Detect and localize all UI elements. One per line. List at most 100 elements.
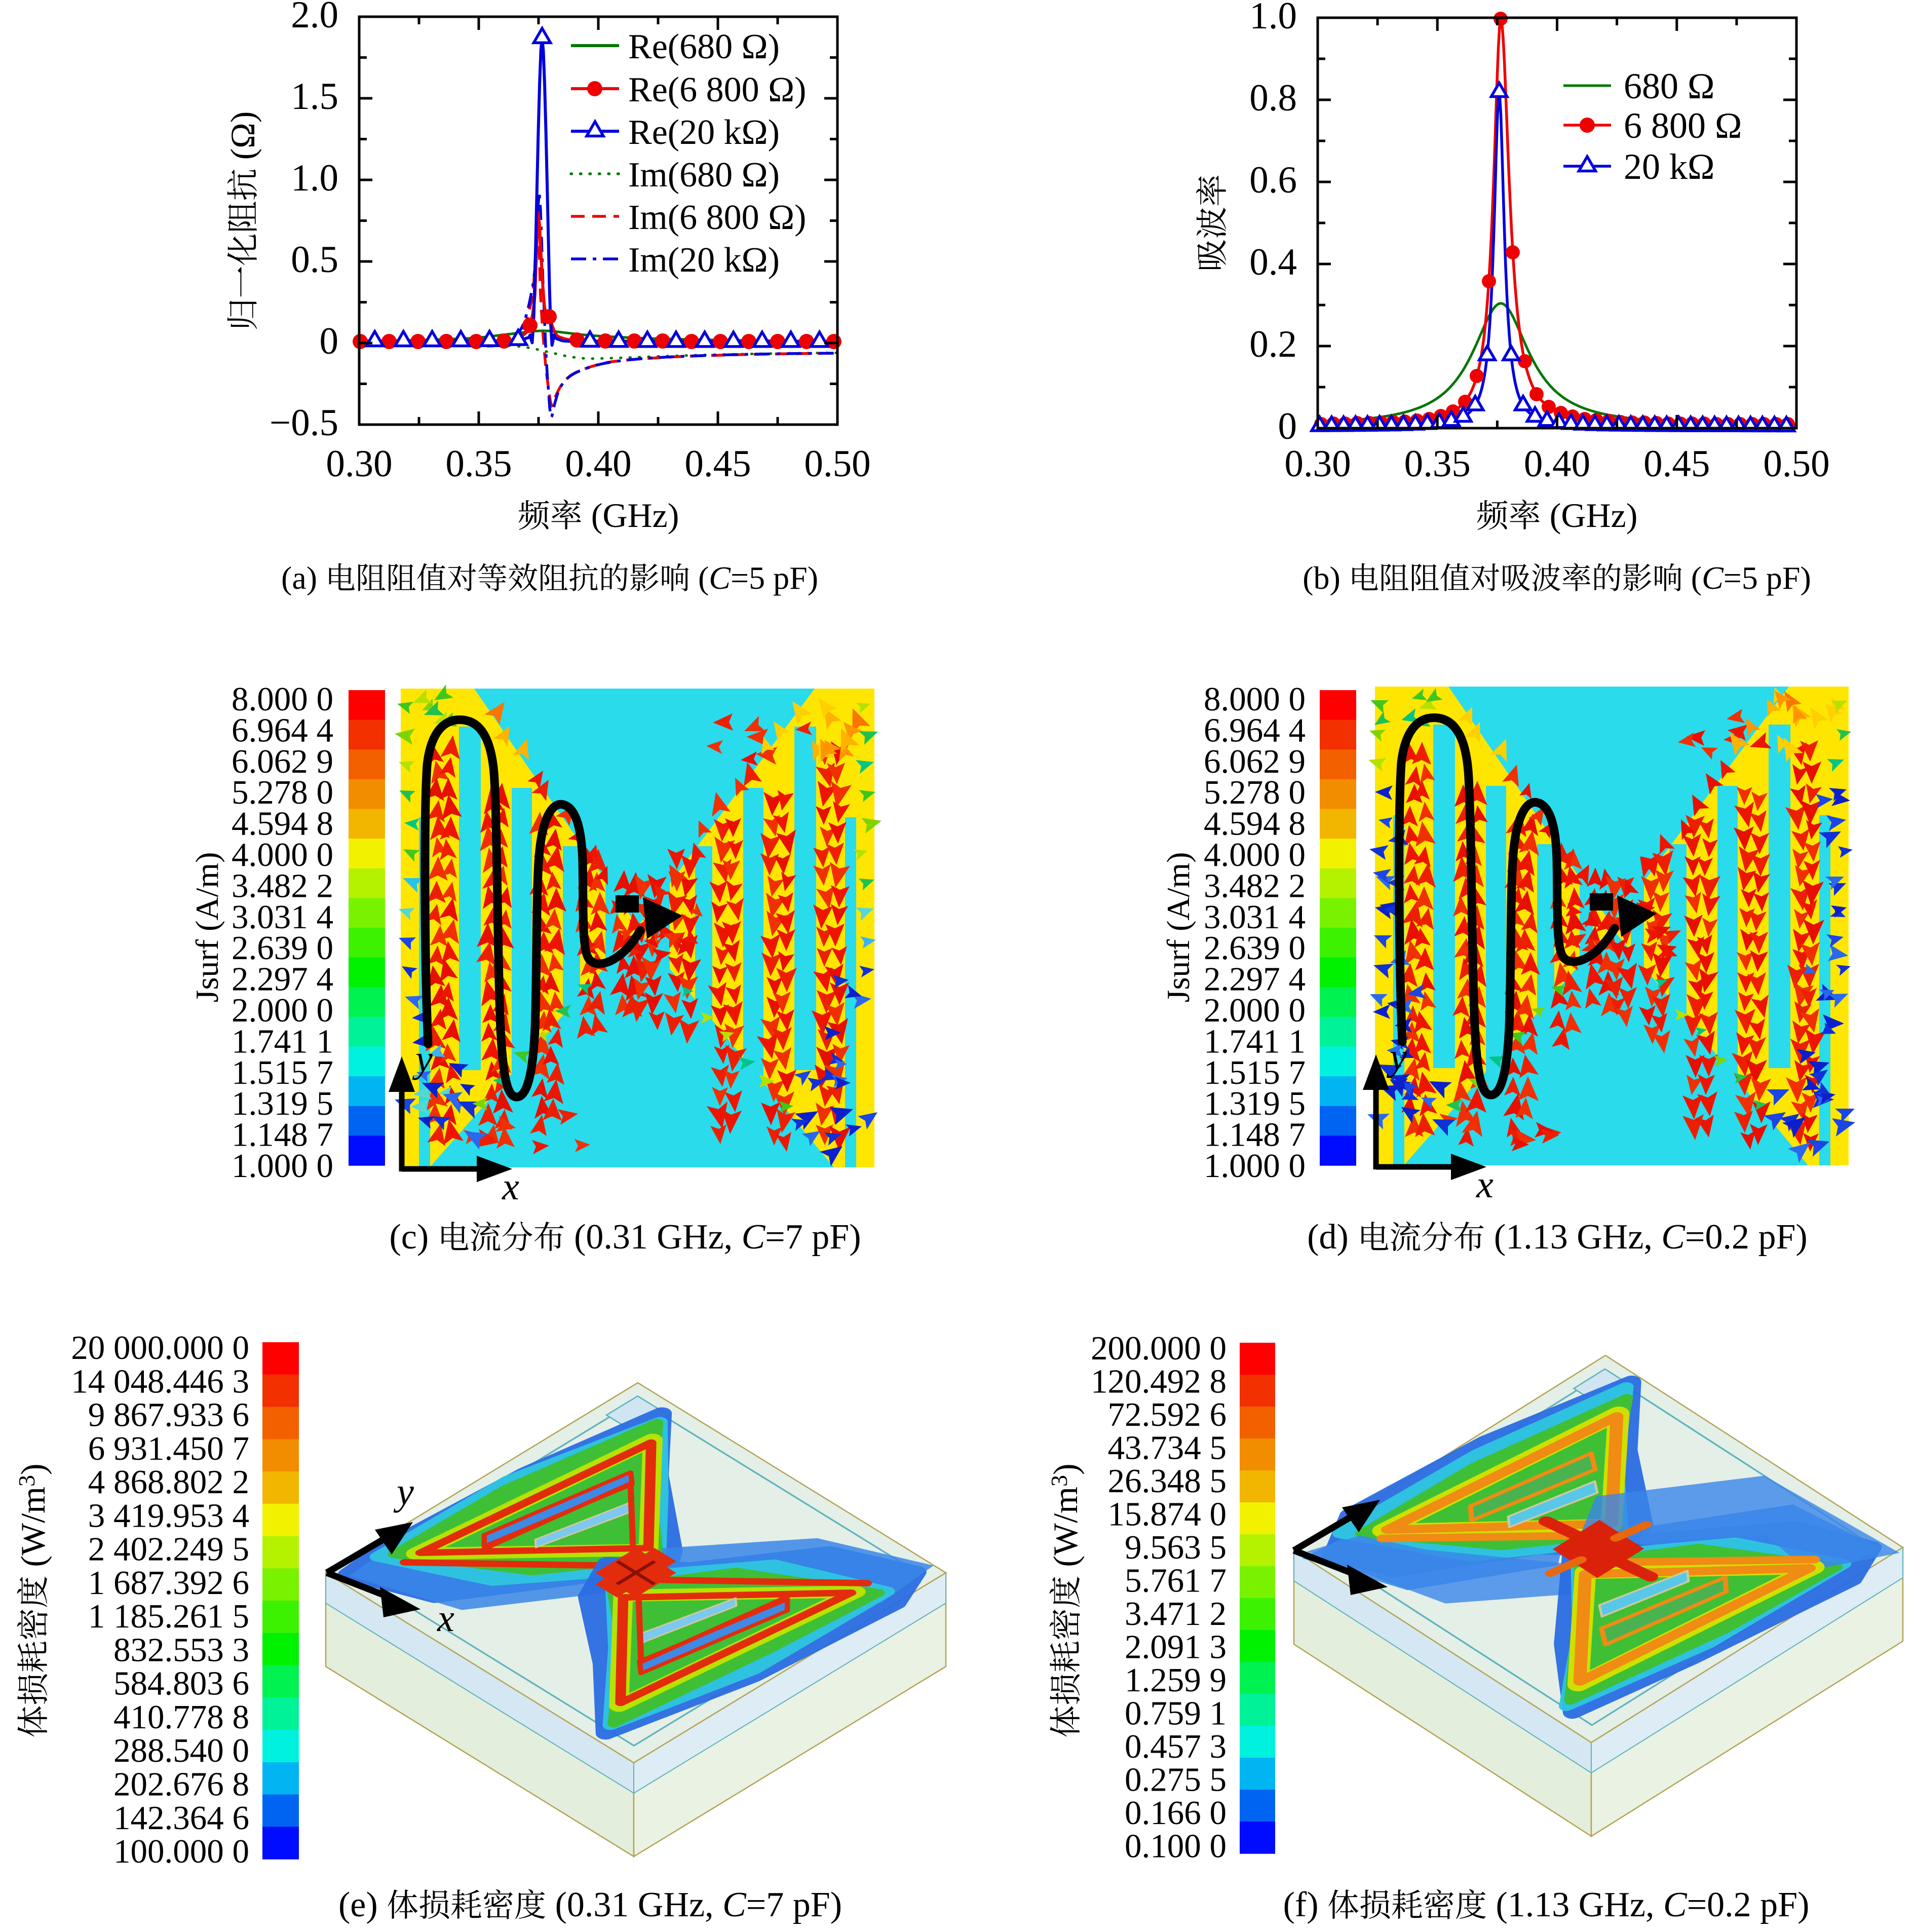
svg-text:6.964 4: 6.964 4 xyxy=(232,711,333,749)
svg-text:584.803 6: 584.803 6 xyxy=(113,1665,249,1702)
svg-text:=7 pF): =7 pF) xyxy=(746,1885,842,1924)
svg-text:Re(680 Ω): Re(680 Ω) xyxy=(628,27,780,66)
svg-text:0.35: 0.35 xyxy=(1404,443,1471,485)
svg-text:(W/m: (W/m xyxy=(1046,1487,1085,1576)
svg-text:2.639 0: 2.639 0 xyxy=(232,929,333,967)
svg-text:8.000 0: 8.000 0 xyxy=(232,680,333,718)
svg-text:(: ( xyxy=(1683,560,1702,596)
svg-text:6.062 9: 6.062 9 xyxy=(1204,743,1306,780)
svg-text:0.2: 0.2 xyxy=(1249,323,1297,365)
svg-text:120.492 8: 120.492 8 xyxy=(1091,1363,1227,1400)
svg-text:0: 0 xyxy=(320,320,339,362)
svg-text:Im(20 kΩ): Im(20 kΩ) xyxy=(628,241,780,280)
svg-text:−0.5: −0.5 xyxy=(270,402,338,444)
svg-text:3.482 2: 3.482 2 xyxy=(232,867,333,904)
svg-text:Re(20 kΩ): Re(20 kΩ) xyxy=(628,113,780,152)
svg-text:1 687.392 6: 1 687.392 6 xyxy=(88,1564,249,1602)
svg-text:(1.13 GHz,: (1.13 GHz, xyxy=(1485,1218,1661,1257)
svg-text:0.35: 0.35 xyxy=(445,443,512,485)
svg-text:3 419.953 4: 3 419.953 4 xyxy=(88,1497,249,1534)
svg-text:2.297 4: 2.297 4 xyxy=(232,961,333,998)
svg-text:(0.31 GHz,: (0.31 GHz, xyxy=(546,1885,722,1924)
svg-text:1.319 5: 1.319 5 xyxy=(232,1085,333,1122)
svg-text:3.471 2: 3.471 2 xyxy=(1125,1595,1227,1633)
svg-text:0: 0 xyxy=(1278,405,1297,447)
svg-text:(GHz): (GHz) xyxy=(1541,496,1638,535)
svg-text:15.874 0: 15.874 0 xyxy=(1108,1496,1227,1533)
svg-text:Re(6 800 Ω): Re(6 800 Ω) xyxy=(628,70,806,109)
svg-text:C: C xyxy=(709,560,731,596)
svg-text:C: C xyxy=(1661,1218,1686,1257)
svg-text:y: y xyxy=(1386,1036,1407,1078)
svg-text:0.45: 0.45 xyxy=(1643,443,1710,485)
svg-text:(W/m: (W/m xyxy=(14,1487,52,1576)
svg-text:832.553 3: 832.553 3 xyxy=(113,1631,249,1669)
svg-text:x: x xyxy=(437,1597,454,1640)
svg-text:6 931.450 7: 6 931.450 7 xyxy=(88,1430,249,1467)
svg-text:0.275 5: 0.275 5 xyxy=(1125,1761,1227,1799)
svg-text:680 Ω: 680 Ω xyxy=(1624,66,1715,106)
svg-text:5.278 0: 5.278 0 xyxy=(232,774,333,811)
svg-text:(1.13 GHz,: (1.13 GHz, xyxy=(1487,1885,1663,1924)
svg-text:1.515 7: 1.515 7 xyxy=(232,1054,333,1091)
svg-text:0.6: 0.6 xyxy=(1249,159,1297,201)
svg-text:1.515 7: 1.515 7 xyxy=(1204,1054,1306,1091)
svg-text:0.40: 0.40 xyxy=(565,443,631,485)
svg-text:72.592 6: 72.592 6 xyxy=(1108,1396,1227,1433)
svg-text:9 867.933 6: 9 867.933 6 xyxy=(88,1396,249,1434)
svg-text:(b): (b) xyxy=(1303,560,1349,596)
svg-text:43.734 5: 43.734 5 xyxy=(1108,1429,1227,1467)
svg-text:1.0: 1.0 xyxy=(1249,0,1297,37)
svg-text:288.540 0: 288.540 0 xyxy=(113,1732,249,1769)
svg-text:14 048.446 3: 14 048.446 3 xyxy=(71,1362,249,1400)
svg-text:): ) xyxy=(1046,1463,1085,1475)
svg-text:=0.2 pF): =0.2 pF) xyxy=(1687,1885,1810,1924)
svg-text:(a): (a) xyxy=(281,560,325,596)
svg-text:2.0: 2.0 xyxy=(291,0,338,36)
svg-text:1.319 5: 1.319 5 xyxy=(1204,1085,1306,1122)
svg-text:3.031 4: 3.031 4 xyxy=(232,898,333,936)
svg-text:5.761 7: 5.761 7 xyxy=(1125,1562,1227,1600)
svg-text:0.457 3: 0.457 3 xyxy=(1125,1728,1227,1765)
svg-text:x: x xyxy=(1476,1163,1493,1206)
svg-text:1.000 0: 1.000 0 xyxy=(232,1147,333,1185)
svg-text:0.759 1: 0.759 1 xyxy=(1125,1695,1227,1732)
svg-text:C: C xyxy=(1702,560,1724,596)
svg-text:(: ( xyxy=(690,560,709,596)
svg-text:y: y xyxy=(393,1470,414,1513)
svg-text:2.000 0: 2.000 0 xyxy=(232,992,333,1029)
svg-text:3.031 4: 3.031 4 xyxy=(1204,898,1306,936)
svg-text:202.676 8: 202.676 8 xyxy=(113,1766,249,1803)
svg-text:6.964 4: 6.964 4 xyxy=(1204,711,1306,749)
svg-text:410.778 8: 410.778 8 xyxy=(113,1698,249,1736)
svg-text:1 185.261 5: 1 185.261 5 xyxy=(88,1598,249,1635)
svg-text:): ) xyxy=(14,1463,52,1475)
svg-text:(e): (e) xyxy=(338,1885,387,1924)
svg-text:2 402.249 5: 2 402.249 5 xyxy=(88,1531,249,1568)
svg-text:2.639 0: 2.639 0 xyxy=(1204,929,1306,967)
svg-text:2.091 3: 2.091 3 xyxy=(1125,1628,1227,1666)
svg-text:(0.31 GHz,: (0.31 GHz, xyxy=(565,1218,742,1257)
svg-text:3.482 2: 3.482 2 xyxy=(1204,867,1306,904)
svg-text:1.148 7: 1.148 7 xyxy=(1204,1116,1306,1154)
svg-text:0.4: 0.4 xyxy=(1249,241,1297,283)
svg-text:0.30: 0.30 xyxy=(1284,443,1351,485)
svg-text:20 000.000 0: 20 000.000 0 xyxy=(71,1329,249,1367)
svg-text:0.40: 0.40 xyxy=(1524,443,1590,485)
svg-text:(GHz): (GHz) xyxy=(583,496,679,535)
svg-text:5.278 0: 5.278 0 xyxy=(1204,774,1306,811)
svg-text:0.100 0: 0.100 0 xyxy=(1125,1828,1227,1865)
svg-text:3: 3 xyxy=(1046,1475,1072,1487)
svg-text:=7 pF): =7 pF) xyxy=(765,1218,861,1257)
svg-text:(d): (d) xyxy=(1307,1218,1357,1257)
svg-text:26.348 5: 26.348 5 xyxy=(1108,1462,1227,1500)
svg-text:0.50: 0.50 xyxy=(1763,443,1829,485)
svg-text:200.000 0: 200.000 0 xyxy=(1091,1330,1227,1367)
svg-text:8.000 0: 8.000 0 xyxy=(1204,680,1306,718)
svg-text:9.563 5: 9.563 5 xyxy=(1125,1529,1227,1566)
svg-text:Im(6 800 Ω): Im(6 800 Ω) xyxy=(628,198,806,237)
svg-text:0.45: 0.45 xyxy=(684,443,751,485)
svg-text:1.741 1: 1.741 1 xyxy=(1204,1022,1306,1060)
svg-text:C: C xyxy=(1663,1885,1688,1924)
svg-text:4.594 8: 4.594 8 xyxy=(232,805,333,843)
